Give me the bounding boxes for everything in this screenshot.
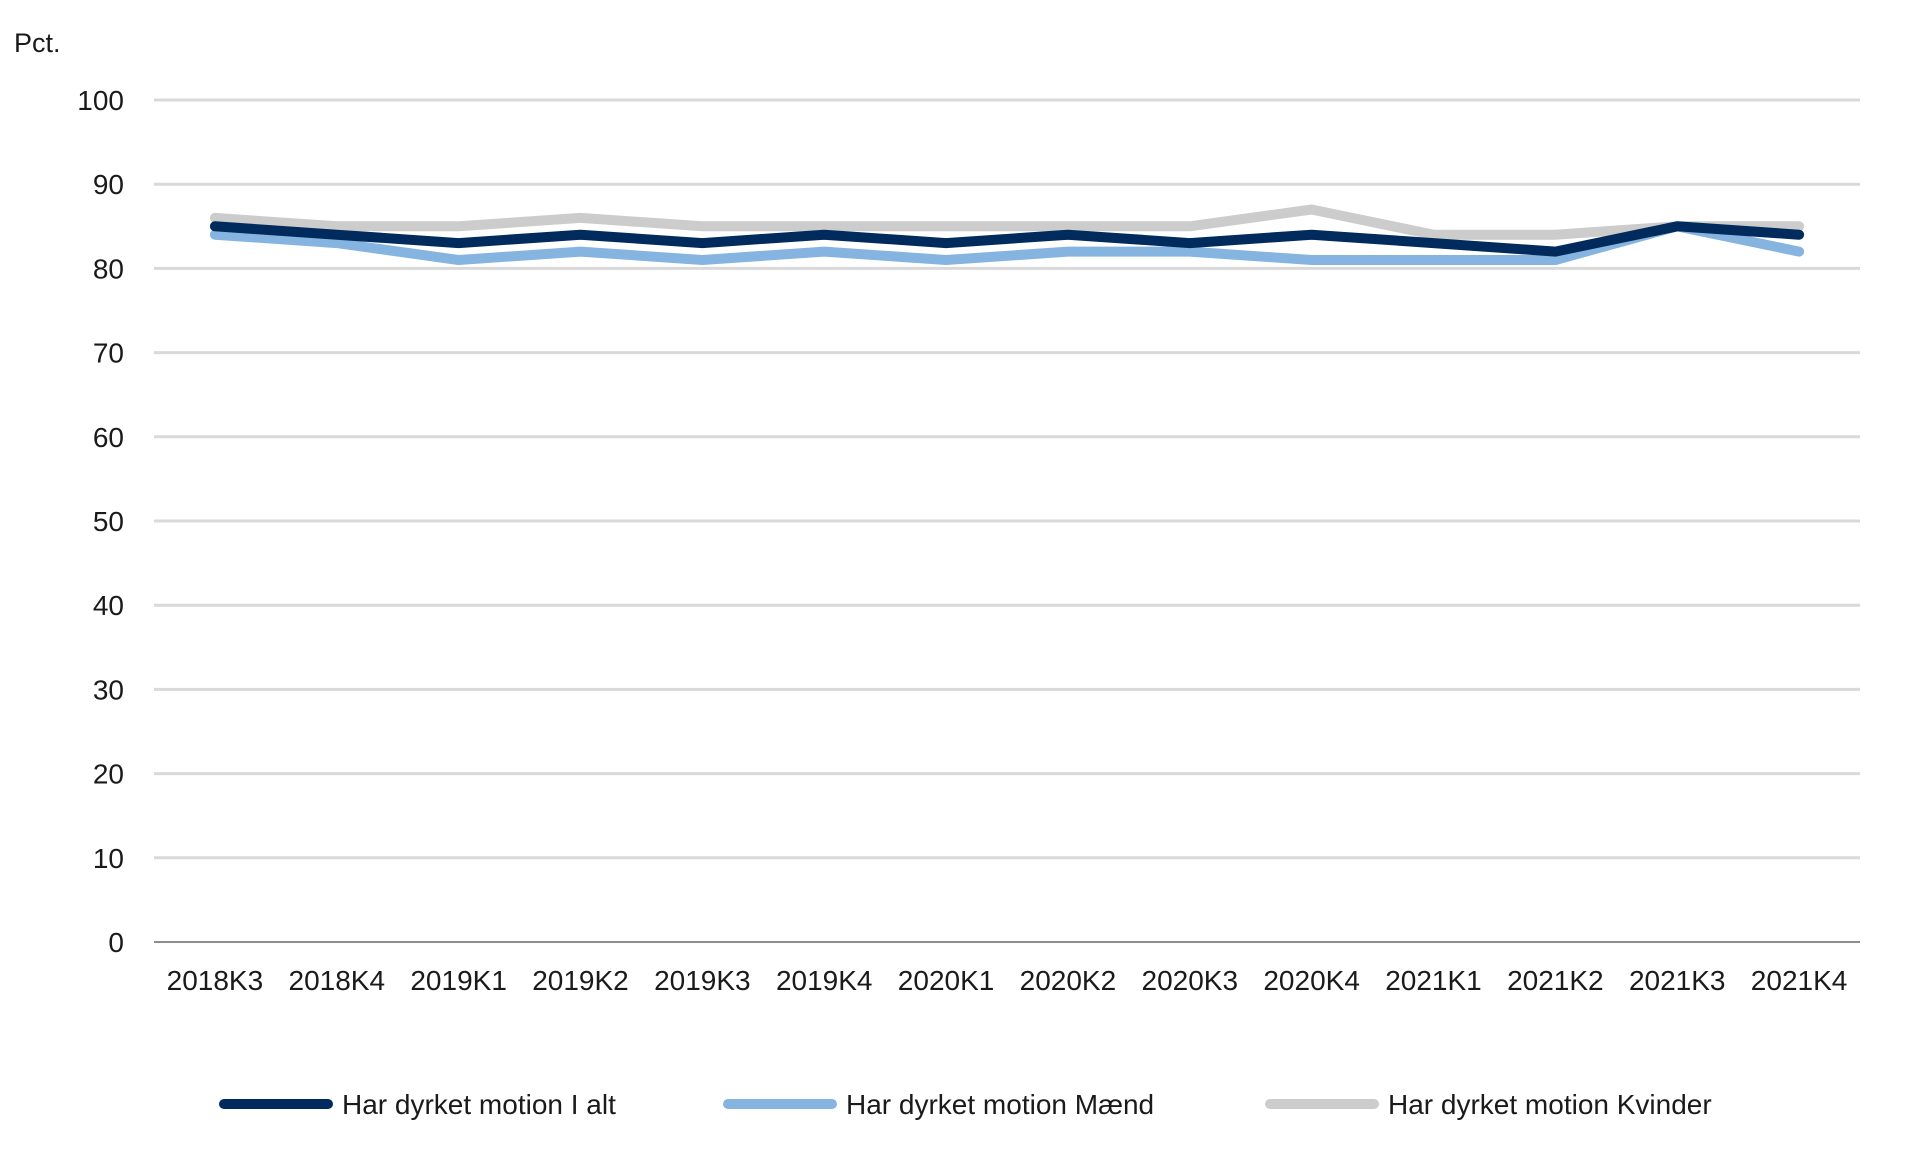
gridlines xyxy=(154,98,1860,860)
y-tick-label: 90 xyxy=(93,169,124,200)
y-axis-unit-label: Pct. xyxy=(14,28,61,58)
y-tick-label: 0 xyxy=(108,927,124,958)
x-tick-label: 2020K3 xyxy=(1142,965,1239,996)
legend-label: Har dyrket motion I alt xyxy=(342,1089,616,1120)
x-tick-label: 2021K3 xyxy=(1629,965,1726,996)
x-tick-label: 2018K4 xyxy=(289,965,386,996)
y-axis-tick-labels: 0 10 20 30 40 50 60 70 80 90 100 xyxy=(77,85,124,958)
y-tick-label: 100 xyxy=(77,85,124,116)
x-tick-label: 2019K3 xyxy=(654,965,751,996)
y-tick-label: 40 xyxy=(93,590,124,621)
x-axis-tick-labels: 2018K3 2018K4 2019K1 2019K2 2019K3 2019K4 2020… xyxy=(167,965,1848,996)
x-tick-label: 2020K4 xyxy=(1263,965,1360,996)
x-tick-label: 2019K1 xyxy=(410,965,507,996)
legend: Har dyrket motion I alt Har dyrket motion… xyxy=(219,1089,1712,1120)
y-tick-label: 80 xyxy=(93,253,124,284)
x-tick-label: 2021K1 xyxy=(1385,965,1482,996)
x-tick-label: 2019K2 xyxy=(532,965,629,996)
x-tick-label: 2019K4 xyxy=(776,965,873,996)
y-tick-label: 20 xyxy=(93,759,124,790)
series-line-1 xyxy=(209,221,1805,265)
series-line-0 xyxy=(209,221,1805,257)
y-tick-label: 50 xyxy=(93,506,124,537)
x-tick-label: 2020K1 xyxy=(898,965,995,996)
series-lines xyxy=(209,204,1805,265)
x-tick-label: 2021K2 xyxy=(1507,965,1604,996)
y-tick-label: 70 xyxy=(93,338,124,369)
y-tick-label: 10 xyxy=(93,843,124,874)
legend-label: Har dyrket motion Kvinder xyxy=(1388,1089,1712,1120)
y-tick-label: 30 xyxy=(93,674,124,705)
series-line-2 xyxy=(209,204,1805,240)
y-tick-label: 60 xyxy=(93,422,124,453)
x-tick-label: 2018K3 xyxy=(167,965,264,996)
x-tick-label: 2021K4 xyxy=(1751,965,1848,996)
x-tick-label: 2020K2 xyxy=(1020,965,1117,996)
legend-item: Har dyrket motion Kvinder xyxy=(1265,1089,1712,1120)
legend-item: Har dyrket motion I alt xyxy=(219,1089,616,1120)
legend-label: Har dyrket motion Mænd xyxy=(846,1089,1154,1120)
legend-item: Har dyrket motion Mænd xyxy=(723,1089,1154,1120)
